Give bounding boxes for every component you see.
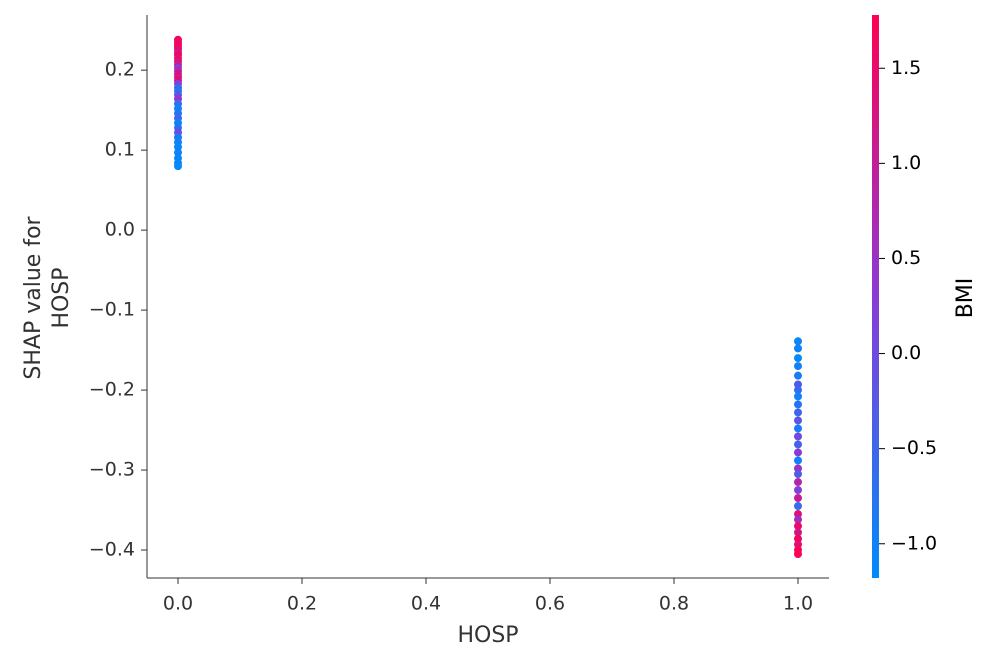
point <box>794 456 802 465</box>
point <box>794 528 802 537</box>
point <box>794 392 802 401</box>
point <box>794 400 802 409</box>
point <box>794 386 802 395</box>
point <box>174 148 182 157</box>
point <box>794 470 802 479</box>
colorbar-tick-label: 0.5 <box>891 247 921 269</box>
x-tick-label: 1.0 <box>783 593 813 615</box>
x-tick-label: 0.8 <box>659 593 689 615</box>
point <box>794 362 802 371</box>
point <box>794 510 802 519</box>
y-tick-label: −0.3 <box>89 459 135 481</box>
point <box>794 448 802 457</box>
point <box>794 371 802 380</box>
point <box>794 486 802 495</box>
point <box>794 540 802 549</box>
point <box>794 424 802 433</box>
point <box>794 534 802 543</box>
y-tick-label: 0.0 <box>105 219 135 241</box>
point <box>794 344 802 353</box>
point <box>794 502 802 511</box>
y-tick-label: −0.2 <box>89 379 135 401</box>
colorbar-tick-label: 1.0 <box>891 152 921 174</box>
point <box>794 380 802 389</box>
point <box>174 162 182 171</box>
colorbar <box>872 15 879 578</box>
point <box>794 494 802 503</box>
x-tick-label: 0.6 <box>535 593 565 615</box>
colorbar-label: BMI <box>953 278 978 319</box>
point <box>794 464 802 473</box>
x-tick-label: 0.4 <box>411 593 441 615</box>
point <box>794 522 802 531</box>
x-axis-label: HOSP <box>457 623 518 648</box>
point <box>794 550 802 559</box>
colorbar-tick-label: 0.0 <box>891 342 921 364</box>
y-axis-label: HOSP <box>49 267 74 328</box>
x-tick-label: 0.0 <box>163 593 193 615</box>
point <box>794 354 802 363</box>
y-tick-label: 0.1 <box>105 139 135 161</box>
x-tick-label: 0.2 <box>287 593 317 615</box>
point <box>794 478 802 487</box>
colorbar-tick-label: −0.5 <box>891 437 937 459</box>
point <box>794 416 802 425</box>
colorbar-tick-label: −1.0 <box>891 532 937 554</box>
point <box>794 440 802 449</box>
point <box>794 337 802 346</box>
point <box>794 432 802 441</box>
y-axis-label: SHAP value for <box>21 215 46 379</box>
colorbar-tick-label: 1.5 <box>891 57 921 79</box>
y-tick-label: −0.1 <box>89 299 135 321</box>
point <box>794 408 802 417</box>
y-tick-label: −0.4 <box>89 539 135 561</box>
point <box>794 515 802 524</box>
point <box>174 142 182 151</box>
y-tick-label: 0.2 <box>105 59 135 81</box>
